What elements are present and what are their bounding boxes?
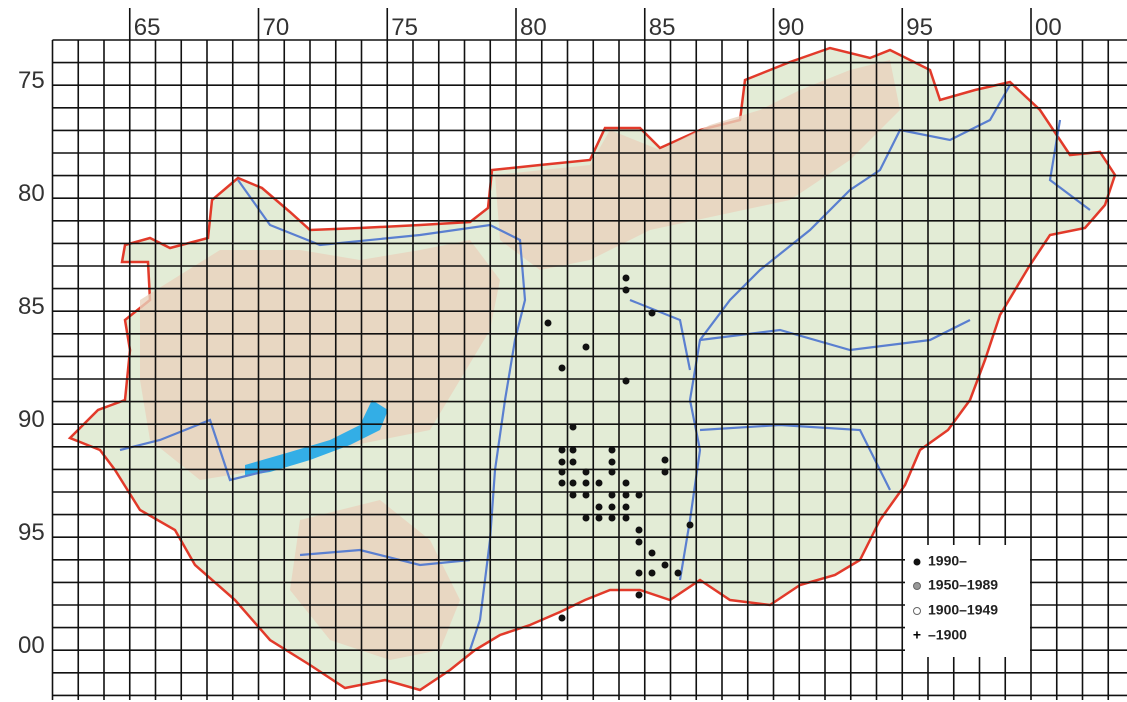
record-dot bbox=[623, 492, 630, 499]
record-dot bbox=[636, 592, 643, 599]
record-dot bbox=[596, 480, 603, 487]
record-dot bbox=[662, 457, 669, 464]
record-dot bbox=[623, 480, 630, 487]
record-dot bbox=[636, 527, 643, 534]
record-dot bbox=[583, 492, 590, 499]
record-dot bbox=[583, 480, 590, 487]
legend-label: 1990– bbox=[928, 553, 967, 569]
record-dot bbox=[570, 424, 577, 431]
legend-symbol bbox=[914, 559, 921, 566]
legend-label: –1900 bbox=[928, 627, 967, 643]
record-dot bbox=[545, 320, 552, 327]
column-label: 75 bbox=[391, 14, 418, 41]
legend-symbol bbox=[914, 608, 921, 615]
column-label: 70 bbox=[263, 14, 290, 41]
record-dot bbox=[559, 365, 566, 372]
record-dot bbox=[609, 492, 616, 499]
record-dot bbox=[570, 447, 577, 454]
record-dot bbox=[583, 344, 590, 351]
record-dot bbox=[623, 515, 630, 522]
column-label: 95 bbox=[906, 14, 933, 41]
record-dot bbox=[687, 522, 694, 529]
column-label: 85 bbox=[649, 14, 676, 41]
legend-label: 1900–1949 bbox=[928, 602, 998, 618]
map: 65 70 75 80 85 90 95 00 75 80 85 90 95 00 1990– 1950–… bbox=[0, 0, 1127, 702]
record-dot bbox=[675, 570, 682, 577]
column-label: 65 bbox=[134, 14, 161, 41]
column-label: 90 bbox=[778, 14, 805, 41]
record-dot bbox=[596, 515, 603, 522]
record-dot bbox=[609, 459, 616, 466]
record-dot bbox=[662, 469, 669, 476]
record-dot bbox=[570, 480, 577, 487]
record-dot bbox=[570, 492, 577, 499]
record-dot bbox=[570, 459, 577, 466]
row-label: 75 bbox=[18, 67, 45, 94]
record-dot bbox=[623, 504, 630, 511]
record-dot bbox=[583, 515, 590, 522]
record-dot bbox=[662, 562, 669, 569]
row-label: 80 bbox=[18, 180, 45, 207]
row-label: 90 bbox=[18, 406, 45, 433]
row-label: 00 bbox=[18, 632, 45, 659]
legend-symbol: + bbox=[913, 627, 921, 643]
record-dot bbox=[609, 469, 616, 476]
legend-symbol bbox=[914, 583, 921, 590]
record-dot bbox=[623, 287, 630, 294]
record-dot bbox=[649, 550, 656, 557]
record-dot bbox=[559, 447, 566, 454]
column-label: 80 bbox=[520, 14, 547, 41]
record-dot bbox=[559, 469, 566, 476]
record-dot bbox=[636, 570, 643, 577]
record-dot bbox=[636, 492, 643, 499]
record-dot bbox=[559, 480, 566, 487]
record-dot bbox=[623, 275, 630, 282]
record-dot bbox=[583, 469, 590, 476]
record-dot bbox=[623, 378, 630, 385]
record-dot bbox=[609, 504, 616, 511]
record-dot bbox=[559, 615, 566, 622]
record-dot bbox=[649, 570, 656, 577]
record-dot bbox=[559, 459, 566, 466]
record-dot bbox=[636, 539, 643, 546]
record-dot bbox=[596, 504, 603, 511]
column-label: 00 bbox=[1035, 14, 1062, 41]
legend: 1990– 1950–1989 1900–1949 + –1900 bbox=[905, 545, 1030, 657]
row-label: 85 bbox=[18, 293, 45, 320]
record-dot bbox=[609, 447, 616, 454]
record-dot bbox=[609, 515, 616, 522]
row-label: 95 bbox=[18, 519, 45, 546]
legend-label: 1950–1989 bbox=[928, 577, 998, 593]
record-dot bbox=[649, 310, 656, 317]
